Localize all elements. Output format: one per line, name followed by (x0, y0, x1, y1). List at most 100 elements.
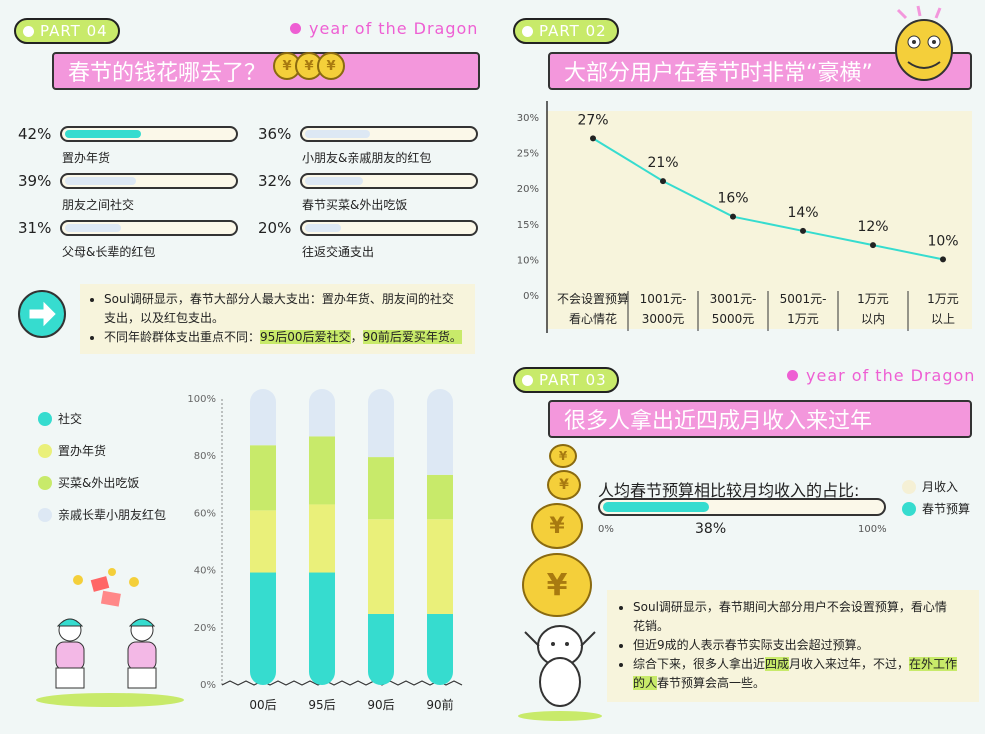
legend-swatch (38, 411, 52, 426)
highlight-text: 的人 (633, 676, 658, 690)
bar-segment (309, 572, 335, 685)
coin-icon: ¥ (547, 470, 581, 500)
bar-segment (427, 389, 453, 475)
y-tick-label: 0% (523, 291, 539, 302)
stacked-bar (250, 389, 276, 685)
stat-percent: 39% (18, 172, 52, 190)
line-chart-panel (546, 111, 972, 329)
stat-bar (300, 220, 478, 236)
data-point (590, 135, 596, 142)
data-label: 16% (717, 191, 748, 207)
part-badge-label: PART 03 (539, 371, 607, 389)
x-category-label: 1万元 (787, 312, 819, 326)
dragon-tag-text: year of the Dragon (309, 19, 479, 38)
legend-label: 春节预算 (922, 502, 971, 516)
x-category-label: 3000元 (642, 312, 685, 326)
highlight-text: 90前后爱买年货。 (362, 330, 462, 344)
section-title-spending-level: 大部分用户在春节时非常“豪横” (548, 52, 972, 90)
note-text: Soul调研显示，春节大部分人最大支出：置办年货、朋友间的社交 (104, 292, 454, 306)
stat-percent: 31% (18, 219, 52, 237)
pink-dot-icon (787, 370, 798, 381)
pink-dot-icon (290, 23, 301, 34)
series-line (592, 137, 944, 261)
budget-bar-fill (603, 502, 709, 512)
legend-label: 月收入 (922, 480, 959, 494)
note-text: 不同年龄群体支出重点不同： (104, 330, 261, 344)
badge-dot-icon (522, 26, 533, 37)
stat-bar-fill (305, 130, 370, 138)
stat-bar (300, 126, 478, 142)
stat-bar (60, 220, 238, 236)
stat-label: 置办年货 (62, 151, 111, 165)
legend-label: 买菜&外出吃饭 (58, 476, 140, 490)
note-text: 综合下来，很多人拿出近 (633, 657, 766, 671)
legend-label: 置办年货 (58, 444, 107, 458)
dragon-tag: year of the Dragon (787, 366, 975, 385)
x-category-label: 00后 (249, 698, 276, 712)
section-title-income: 很多人拿出近四成月收入来过年 (548, 400, 972, 438)
stacked-bar (309, 389, 335, 685)
stacked-bar (427, 389, 453, 685)
data-label: 12% (857, 219, 888, 235)
bar-segment (368, 457, 394, 520)
stat-percent: 36% (258, 125, 292, 143)
bar-tick-start: 0% (598, 524, 614, 535)
stat-label: 春节买菜&外出吃饭 (302, 198, 408, 212)
legend-item: 买菜&外出吃饭 (38, 474, 139, 491)
note-text: Soul调研显示，春节期间大部分用户不会设置预算，看心情 (633, 600, 947, 614)
legend-swatch (902, 479, 916, 494)
x-category-label: 看心情花 (569, 311, 617, 326)
part-badge-label: PART 04 (40, 22, 108, 40)
legend-label: 亲戚长辈小朋友红包 (58, 508, 167, 522)
section-title-text: 春节的钱花哪去了？ (68, 61, 267, 86)
budget-bar (598, 498, 886, 516)
coin-icon: ¥ (295, 52, 323, 80)
stat-bar (300, 173, 478, 189)
budget-value-label: 38% (695, 521, 727, 537)
legend-swatch (38, 475, 52, 490)
bar-segment (368, 613, 394, 685)
x-category-label: 5000元 (712, 312, 755, 326)
y-tick-label: 0% (200, 680, 216, 691)
part-badge-04: PART 04 (14, 18, 120, 44)
note-text: ， (350, 330, 363, 344)
highlight-text: 在外工作 (909, 657, 958, 671)
people-illustration (30, 560, 190, 710)
highlight-text: 95后00后爱社交 (260, 330, 351, 344)
x-category-label: 90后 (367, 698, 394, 712)
stat-bar (60, 173, 238, 189)
x-category-label: 以上 (931, 312, 955, 326)
x-category-label: 90前 (426, 697, 453, 712)
bar-segment (368, 389, 394, 458)
x-category-label: 95后 (308, 698, 335, 712)
bar-segment (250, 510, 276, 573)
section-title-text: 很多人拿出近四成月收入来过年 (564, 409, 873, 434)
stat-label: 小朋友&亲戚朋友的红包 (302, 151, 432, 165)
data-point (940, 256, 946, 263)
note-text: 月收入来过年，不过， (789, 657, 910, 671)
note-text: 支出，以及红包支出。 (104, 311, 225, 325)
x-category-label: 不会设置预算 (557, 291, 629, 306)
x-category-label: 5001元- (780, 292, 827, 306)
x-category-label: 以内 (861, 312, 885, 326)
y-tick-label: 20% (517, 184, 539, 195)
legend-swatch (38, 507, 52, 522)
note-text: 花销。 (633, 619, 670, 633)
part-badge-03: PART 03 (513, 367, 619, 393)
data-label: 21% (647, 155, 678, 171)
y-tick-label: 25% (517, 149, 539, 160)
budget-bar-caption: 人均春节预算相比较月均收入的占比: (598, 481, 860, 500)
section-title-spending: 春节的钱花哪去了？ (52, 52, 480, 90)
stat-bar-fill (65, 130, 141, 138)
stat-label: 朋友之间社交 (62, 198, 135, 212)
stat-label: 父母&长辈的红包 (62, 245, 156, 259)
stat-bar-fill (65, 177, 136, 185)
stat-bar-fill (65, 224, 121, 232)
y-tick-label: 80% (194, 451, 216, 462)
stat-percent: 32% (258, 172, 292, 190)
stat-bar-fill (305, 177, 363, 185)
stat-percent: 20% (258, 219, 292, 237)
legend-item: 社交 (38, 410, 82, 427)
coin-icon: ¥ (531, 503, 583, 549)
